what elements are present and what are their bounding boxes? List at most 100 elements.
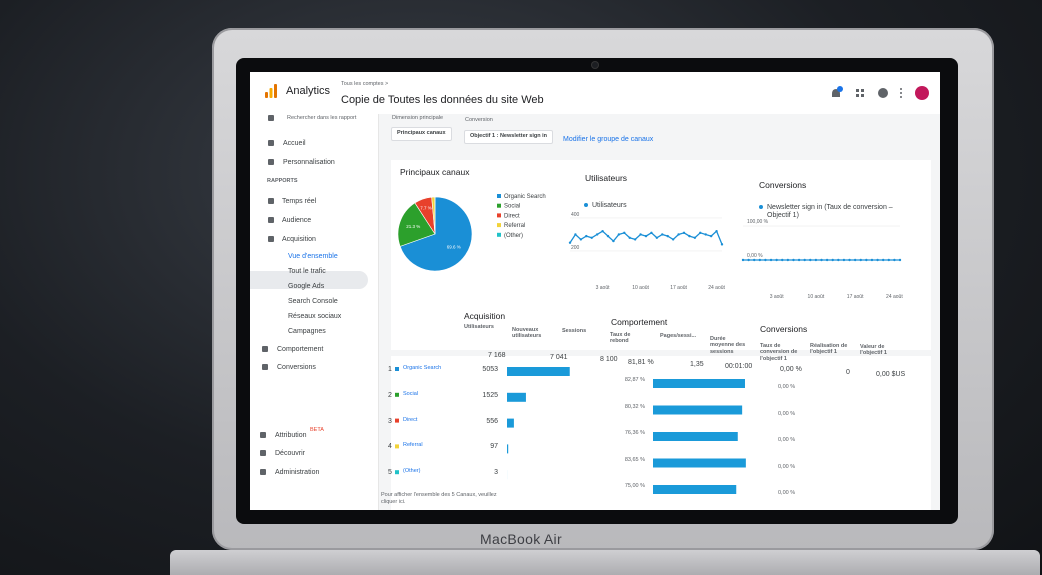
- users-bar: [507, 367, 570, 376]
- nav-icon: [260, 450, 266, 456]
- search-box[interactable]: Rechercher dans les rapport: [287, 115, 357, 121]
- nav-item[interactable]: Temps réel: [282, 198, 317, 205]
- nav-item[interactable]: Comportement: [277, 346, 324, 353]
- y-tick-label: 100,00 %: [747, 219, 769, 225]
- column-header[interactable]: Pages/sessi...: [660, 333, 697, 339]
- filter-label: Conversion: [465, 117, 493, 123]
- nav-icon: [268, 115, 274, 121]
- camera: [591, 61, 599, 69]
- point: [639, 233, 642, 236]
- column-header[interactable]: Sessions: [562, 328, 587, 334]
- users-value: 1525: [482, 391, 498, 399]
- bounce-value: 76,36 %: [624, 430, 645, 436]
- y-tick-label: 0,00 %: [747, 253, 763, 259]
- bounce-value: 80,32 %: [624, 403, 645, 410]
- bounce-bar: [653, 405, 743, 415]
- legend-swatch: [497, 213, 501, 218]
- nav-icon: [262, 346, 268, 352]
- channel-link[interactable]: Direct: [403, 416, 418, 423]
- point: [612, 239, 615, 243]
- total: 81,81 %: [628, 359, 654, 366]
- nav-icon: [260, 469, 266, 475]
- legend-label: Referral: [504, 223, 525, 229]
- users-value: 556: [486, 417, 498, 425]
- column-header[interactable]: Valeur de l'objectif 1: [860, 344, 887, 357]
- point: [666, 234, 669, 238]
- channel-swatch: [395, 470, 399, 475]
- nav-subitem[interactable]: Google Ads: [288, 283, 325, 290]
- legend-swatch: [497, 203, 501, 208]
- point: [881, 258, 885, 262]
- nav-item[interactable]: Découvrir: [275, 450, 305, 457]
- main-area: [379, 114, 940, 510]
- bounce-value: 83,65 %: [624, 456, 645, 463]
- page-title[interactable]: Copie de Toutes les données du site Web: [341, 94, 544, 106]
- point: [758, 258, 762, 262]
- point: [709, 234, 713, 238]
- channel-link[interactable]: Organic Search: [403, 365, 442, 371]
- beta-badge: BETA: [310, 427, 324, 433]
- filter-label: Dimension principale: [392, 115, 444, 121]
- column-header[interactable]: Réalisation de l'objectif 1: [810, 343, 848, 356]
- nav-item[interactable]: Audience: [282, 217, 312, 224]
- nav-item[interactable]: Conversions: [277, 364, 316, 371]
- users-bar: [507, 392, 526, 402]
- link[interactable]: Modifier le groupe de canaux: [563, 136, 654, 143]
- point: [775, 258, 778, 262]
- nav-item[interactable]: Acquisition: [282, 236, 316, 243]
- footnote[interactable]: Pour afficher l'ensemble des 5 Canaux, v…: [381, 492, 497, 505]
- point: [803, 258, 806, 262]
- point: [579, 238, 583, 241]
- legend-swatch: [497, 194, 501, 198]
- total: 0: [846, 369, 850, 376]
- dropdown[interactable]: Principaux canaux: [391, 127, 452, 141]
- point: [574, 233, 577, 236]
- column-header[interactable]: Utilisateurs: [464, 324, 494, 330]
- channel-link[interactable]: (Other): [403, 468, 421, 475]
- channel-swatch: [395, 367, 399, 371]
- legend-label: Newsletter sign in (Taux de conversion –…: [767, 204, 893, 220]
- channel-link[interactable]: Social: [403, 390, 418, 397]
- conversion-value: 0,00 %: [778, 384, 796, 390]
- nav-item[interactable]: Administration: [275, 469, 320, 476]
- nav-subitem[interactable]: Réseaux sociaux: [288, 313, 342, 320]
- point: [887, 258, 890, 262]
- nav-icon: [268, 236, 274, 242]
- nav-subitem[interactable]: Vue d'ensemble: [288, 253, 338, 260]
- point: [898, 258, 902, 262]
- total: 1,35: [690, 361, 704, 368]
- point: [606, 234, 610, 238]
- column-header[interactable]: Nouveaux utilisateurs: [512, 327, 542, 340]
- column-header[interactable]: Durée moyenne des sessions: [710, 336, 746, 355]
- point: [617, 233, 621, 236]
- legend-dot: [584, 203, 588, 207]
- legend-label: Utilisateurs: [592, 202, 627, 209]
- x-tick-label: 17 août: [670, 285, 687, 291]
- pie-slice: [397, 202, 436, 247]
- nav-item[interactable]: Attribution: [275, 432, 307, 439]
- nav-icon: [260, 432, 266, 438]
- point: [661, 233, 664, 236]
- nav-subitem[interactable]: Search Console: [288, 298, 338, 305]
- nav-subitem[interactable]: Tout le trafic: [288, 268, 326, 275]
- breadcrumb[interactable]: Tous les comptes >: [341, 81, 389, 87]
- sidebar: [250, 114, 379, 510]
- toolbar-icons[interactable]: [830, 86, 930, 102]
- nav-item[interactable]: Accueil: [283, 140, 306, 147]
- point: [747, 258, 750, 262]
- conversion-value: 0,00 %: [778, 437, 796, 443]
- nav-icon: [262, 364, 268, 370]
- column-header[interactable]: Taux de rebond: [610, 332, 631, 345]
- chart-title: Principaux canaux: [400, 167, 470, 177]
- column-header[interactable]: Taux de conversion de l'objectif 1: [760, 343, 798, 362]
- channel-link[interactable]: Referral: [403, 442, 423, 449]
- nav-icon: [268, 198, 274, 204]
- dropdown[interactable]: Objectif 1 : Newsletter sign in: [464, 130, 554, 144]
- chart-title: Utilisateurs: [585, 173, 628, 183]
- nav-icon: [268, 217, 274, 223]
- nav-subitem[interactable]: Campagnes: [288, 328, 326, 335]
- row-rank: 5: [388, 469, 392, 477]
- nav-item[interactable]: Personnalisation: [283, 159, 335, 166]
- point: [688, 234, 691, 238]
